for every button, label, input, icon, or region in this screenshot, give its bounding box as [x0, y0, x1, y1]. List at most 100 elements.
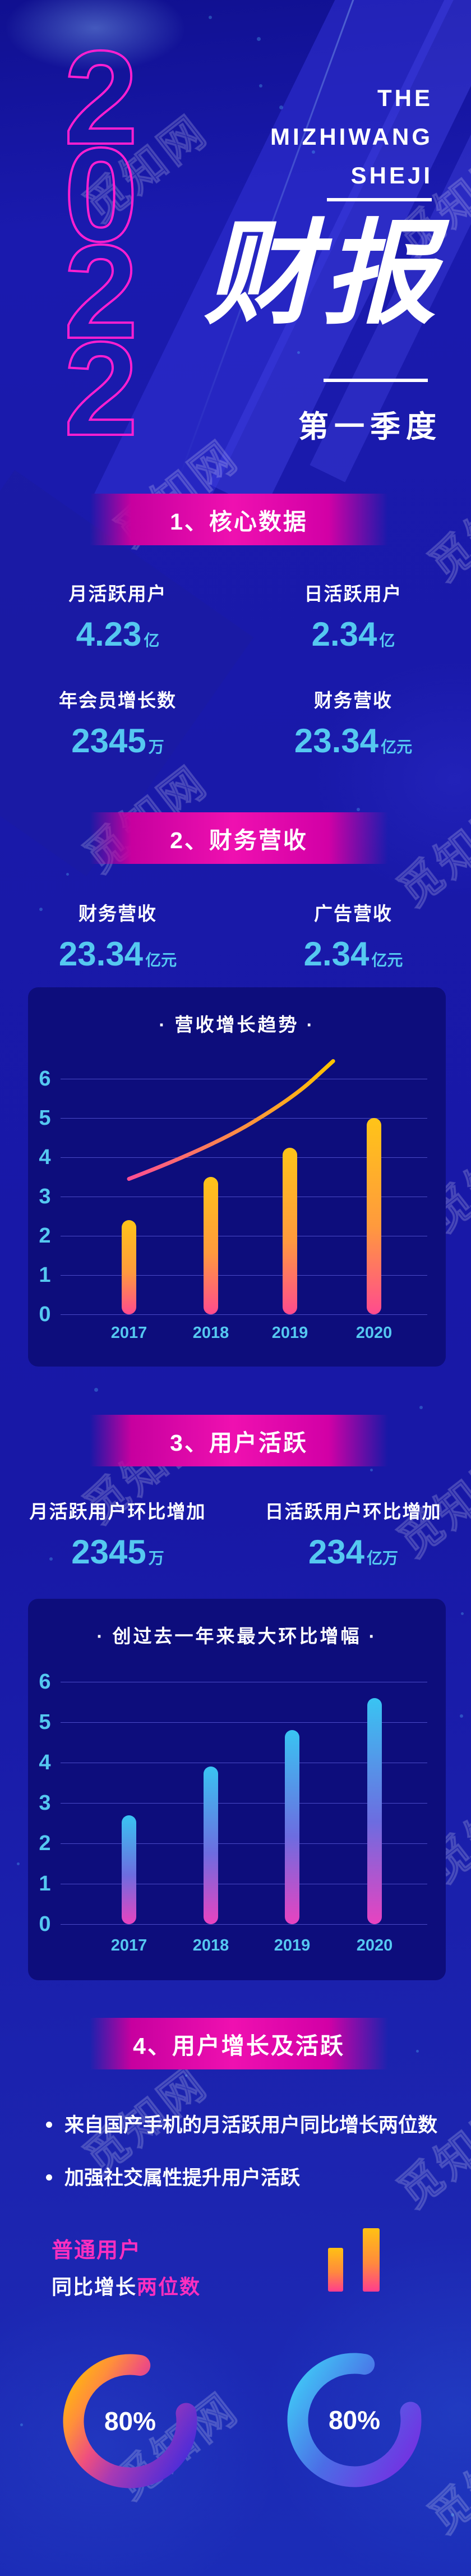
stat-label: 日活跃用户 [304, 583, 403, 604]
y-axis-tick: 6 [39, 1670, 51, 1694]
stat-unit: 亿元 [381, 738, 413, 756]
header-divider-top [327, 198, 432, 201]
highlight-prefix: 同比增长 [52, 2275, 137, 2298]
year-digit: 2 [63, 315, 139, 463]
gridline [61, 1803, 427, 1804]
y-axis-tick: 1 [39, 1263, 51, 1287]
stat-unit: 亿万 [367, 1549, 399, 1567]
stat-unit: 万 [148, 1549, 164, 1567]
stat-label: 财务营收 [314, 690, 392, 711]
bg-particle [416, 2050, 419, 2053]
bullet-dot [46, 2174, 52, 2181]
stat-mau-increase: 月活跃用户环比增加 2345 万 [0, 1497, 236, 1571]
stat-label: 月活跃用户环比增加 [29, 1501, 206, 1522]
report-title: 财报 [204, 210, 442, 337]
bullet-dot [46, 2122, 52, 2128]
gridline [61, 1118, 427, 1119]
stat-number: 2.34 [311, 615, 377, 653]
y-axis-tick: 4 [39, 1751, 51, 1774]
x-axis-tick: 2017 [110, 1936, 147, 1954]
header-divider-bottom [324, 379, 428, 382]
header-background [0, 0, 471, 494]
y-axis-tick: 1 [39, 1872, 51, 1896]
bg-particle [279, 105, 283, 109]
brand-lines: THE MIZHIWANG SHEJI [270, 79, 433, 195]
gridline [61, 1314, 427, 1315]
bg-particle [66, 873, 69, 876]
bg-particle [49, 1557, 53, 1561]
stat-label: 年会员增长数 [59, 690, 177, 711]
stat-number: 2345 [71, 722, 146, 760]
bg-particle [257, 37, 261, 41]
stat-unit: 亿元 [145, 951, 177, 969]
stat-dau-increase: 日活跃用户环比增加 234 亿万 [236, 1497, 471, 1571]
bg-particle [451, 2513, 454, 2517]
quarter-subtitle: 第一季度 [298, 410, 442, 444]
chart-bar-2019 [283, 1147, 297, 1314]
x-axis-tick: 2019 [271, 1324, 308, 1342]
stat-number: 23.34 [58, 935, 144, 973]
stat-number: 23.34 [294, 722, 379, 760]
x-axis-tick: 2018 [192, 1324, 229, 1342]
bullet-item: 加强社交属性提升用户活跃 [46, 2165, 452, 2191]
chart-bar-2020 [367, 1698, 382, 1924]
gridline [61, 1275, 427, 1276]
y-axis-tick: 3 [39, 1185, 51, 1208]
bullet-text: 来自国产手机的月活跃用户同比增长两位数 [64, 2114, 438, 2136]
y-axis-tick: 0 [39, 1912, 51, 1936]
brand-line-mizhiwang: MIZHIWANG [270, 123, 433, 150]
stat-label: 广告营收 [314, 903, 392, 924]
y-axis-tick: 5 [39, 1106, 51, 1130]
y-axis-tick: 2 [39, 1832, 51, 1855]
gridline [61, 1722, 427, 1723]
stat-number: 2345 [71, 1533, 146, 1571]
bg-particle [17, 1862, 20, 1865]
revenue-trend-chart-panel: · 营收增长趋势 · 0 1 2 3 4 5 6 2017 2018 2019 2020 [28, 987, 446, 1367]
brand-line-sheji: SHEJI [350, 162, 433, 188]
watermark-text: 觅知网 [419, 2417, 471, 2543]
donut-chart-cool: 80% [287, 2353, 422, 2487]
brand-line-the: THE [377, 85, 433, 111]
stat-monthly-active-users: 月活跃用户 4.23 亿 [0, 579, 236, 654]
bg-particle [259, 84, 262, 88]
x-axis-tick: 2020 [356, 1936, 393, 1954]
highlight-accent: 两位数 [137, 2275, 201, 2298]
gridline [61, 1157, 427, 1158]
y-axis-tick: 3 [39, 1791, 51, 1815]
stat-finance-revenue-2: 财务营收 23.34 亿元 [0, 899, 236, 973]
year-digit: 2 [63, 218, 139, 366]
gridline [61, 1924, 427, 1925]
y-axis-tick: 6 [39, 1067, 51, 1091]
bullet-item: 来自国产手机的月活跃用户同比增长两位数 [46, 2113, 452, 2138]
bg-particle [94, 1388, 98, 1392]
stat-ad-revenue: 广告营收 2.34 亿元 [236, 899, 471, 973]
section2-banner: 2、财务营收 [90, 812, 388, 864]
stat-number: 2.34 [303, 935, 370, 973]
stat-number: 4.23 [76, 615, 142, 653]
bg-particle [39, 908, 43, 911]
bg-particle [419, 1406, 423, 1409]
stat-daily-active-users: 日活跃用户 2.34 亿 [236, 579, 471, 654]
mini-bar-chart-icon [328, 2248, 343, 2292]
bg-particle [185, 2074, 187, 2077]
stat-unit: 亿 [144, 632, 160, 649]
stat-unit: 亿 [379, 632, 395, 649]
stat-label: 日活跃用户环比增加 [265, 1501, 442, 1522]
stat-number: 234 [308, 1533, 365, 1571]
year-digit: 2 [63, 24, 139, 172]
section3-banner: 3、用户活跃 [90, 1415, 388, 1466]
chart-bar-2017 [122, 1815, 136, 1924]
stat-member-growth: 年会员增长数 2345 万 [0, 686, 236, 760]
watermark-text: 觅知网 [389, 2091, 471, 2218]
bg-particle [312, 150, 315, 154]
x-axis-tick: 2020 [355, 1324, 392, 1342]
stat-label: 月活跃用户 [68, 583, 167, 604]
y-axis-tick: 0 [39, 1303, 51, 1326]
bg-particle [209, 16, 212, 19]
highlight-user-type: 普通用户 [52, 2239, 142, 2262]
gridline [61, 1843, 427, 1844]
mini-bar-chart-icon [363, 2228, 380, 2292]
bg-particle [460, 1714, 463, 1718]
